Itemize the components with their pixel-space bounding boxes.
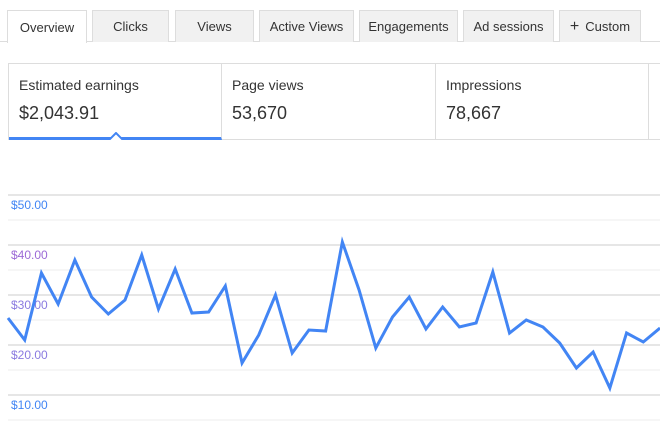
- report-tabs: Overview Clicks Views Active Views Engag…: [0, 0, 660, 43]
- tab-label: Engagements: [368, 19, 449, 34]
- metric-label: Page views: [232, 77, 304, 93]
- y-tick-label: $50.00: [11, 198, 48, 212]
- y-tick-label: $30.00: [11, 298, 48, 312]
- metric-label: Estimated earnings: [19, 77, 139, 93]
- tab-label: Views: [197, 19, 232, 34]
- metric-value: $2,043.91: [19, 103, 100, 123]
- plus-icon: +: [569, 17, 580, 35]
- tab-engagements[interactable]: Engagements: [359, 10, 458, 42]
- y-tick-label: $20.00: [11, 348, 48, 362]
- tab-clicks[interactable]: Clicks: [92, 10, 169, 42]
- tab-label: Clicks: [113, 19, 148, 34]
- metric-page-views[interactable]: Page views 53,670: [222, 64, 436, 140]
- tab-label: Overview: [19, 19, 75, 35]
- tab-label: Ad sessions: [473, 19, 544, 34]
- earnings-series-line: [6, 236, 660, 393]
- metric-cards: Estimated earnings $2,043.91 Page views …: [8, 63, 660, 140]
- metric-value: 53,670: [232, 103, 288, 123]
- metric-label: Impressions: [446, 77, 522, 93]
- metric-value: 78,667: [446, 103, 502, 123]
- y-tick-label: $40.00: [11, 248, 48, 262]
- tab-views[interactable]: Views: [175, 10, 254, 42]
- tab-ad-sessions[interactable]: Ad sessions: [463, 10, 554, 42]
- metric-partial[interactable]: [649, 64, 660, 140]
- tab-overview[interactable]: Overview: [7, 10, 87, 43]
- tab-label: Custom: [585, 19, 631, 34]
- tab-active-views[interactable]: Active Views: [259, 10, 354, 42]
- metric-impressions[interactable]: Impressions 78,667: [436, 64, 649, 140]
- tab-label: Active Views: [269, 19, 344, 34]
- selected-caret-icon: [109, 132, 123, 140]
- metric-estimated-earnings[interactable]: Estimated earnings $2,043.91: [9, 64, 222, 140]
- y-tick-label: $10.00: [11, 398, 48, 412]
- tab-custom[interactable]: + Custom: [559, 10, 641, 42]
- earnings-line-chart: $50.00 $40.00 $30.00 $20.00 $10.00: [6, 194, 660, 421]
